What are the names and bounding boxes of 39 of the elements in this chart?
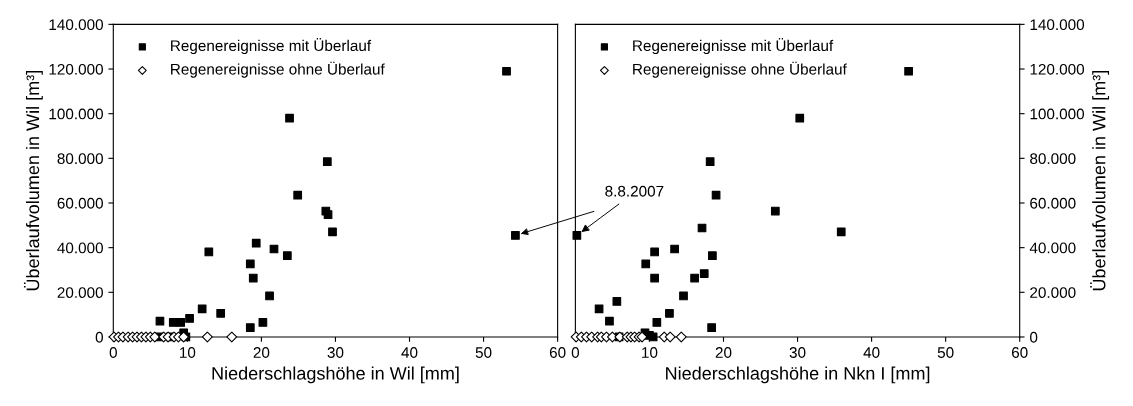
annotation: 8.8.2007 bbox=[605, 185, 664, 197]
legend-label: Regenereignisse ohne Überlauf bbox=[633, 61, 847, 78]
x-tick-label: 10 bbox=[642, 347, 658, 358]
y-tick-label: 120.000 bbox=[49, 63, 103, 75]
x-tick-label: 10 bbox=[180, 347, 196, 358]
x-axis-title: Niederschlagshöhe in Nkn I [mm] bbox=[666, 366, 930, 384]
y-tick-label: 100.000 bbox=[1030, 108, 1085, 120]
y-tick-label: 0 bbox=[1030, 331, 1038, 343]
x-tick-label: 30 bbox=[789, 347, 806, 358]
legend-label: Regenereignisse mit Überlauf bbox=[171, 38, 372, 55]
y-tick-label: 60.000 bbox=[57, 197, 103, 209]
x-tick-label: 50 bbox=[475, 347, 492, 358]
y-tick-label: 120.000 bbox=[1030, 63, 1085, 75]
x-tick-label: 0 bbox=[571, 347, 580, 358]
y-tick-label: 140.000 bbox=[1030, 19, 1085, 31]
x-tick-label: 20 bbox=[715, 347, 732, 358]
y-tick-label: 0 bbox=[95, 331, 103, 343]
y-axis-title: Überlaufvolumen in Wil [m³] bbox=[23, 71, 43, 291]
x-tick-label: 30 bbox=[327, 347, 344, 358]
y-tick-label: 100.000 bbox=[49, 108, 103, 120]
x-tick-label: 40 bbox=[401, 347, 418, 358]
x-tick-label: 0 bbox=[109, 347, 117, 358]
legend-label: Regenereignisse ohne Überlauf bbox=[171, 61, 385, 78]
x-tick-label: 60 bbox=[1011, 347, 1028, 358]
x-tick-label: 20 bbox=[253, 347, 270, 358]
y-tick-label: 60.000 bbox=[1030, 197, 1076, 209]
y-axis-title: Überlaufvolumen in Wil [m³] bbox=[1090, 71, 1110, 291]
y-tick-label: 40.000 bbox=[57, 242, 103, 254]
legend-label: Regenereignisse mit Überlauf bbox=[633, 38, 834, 55]
y-tick-label: 80.000 bbox=[57, 153, 103, 165]
y-tick-label: 20.000 bbox=[1030, 287, 1076, 299]
y-tick-label: 140.000 bbox=[49, 19, 103, 31]
x-axis-title: Niederschlagshöhe in Wil [mm] bbox=[212, 366, 459, 384]
y-tick-label: 20.000 bbox=[57, 287, 103, 299]
y-tick-label: 80.000 bbox=[1030, 153, 1076, 165]
x-tick-label: 60 bbox=[549, 347, 566, 358]
x-tick-label: 40 bbox=[863, 347, 880, 358]
y-tick-label: 40.000 bbox=[1029, 242, 1076, 254]
x-tick-label: 50 bbox=[937, 347, 954, 358]
